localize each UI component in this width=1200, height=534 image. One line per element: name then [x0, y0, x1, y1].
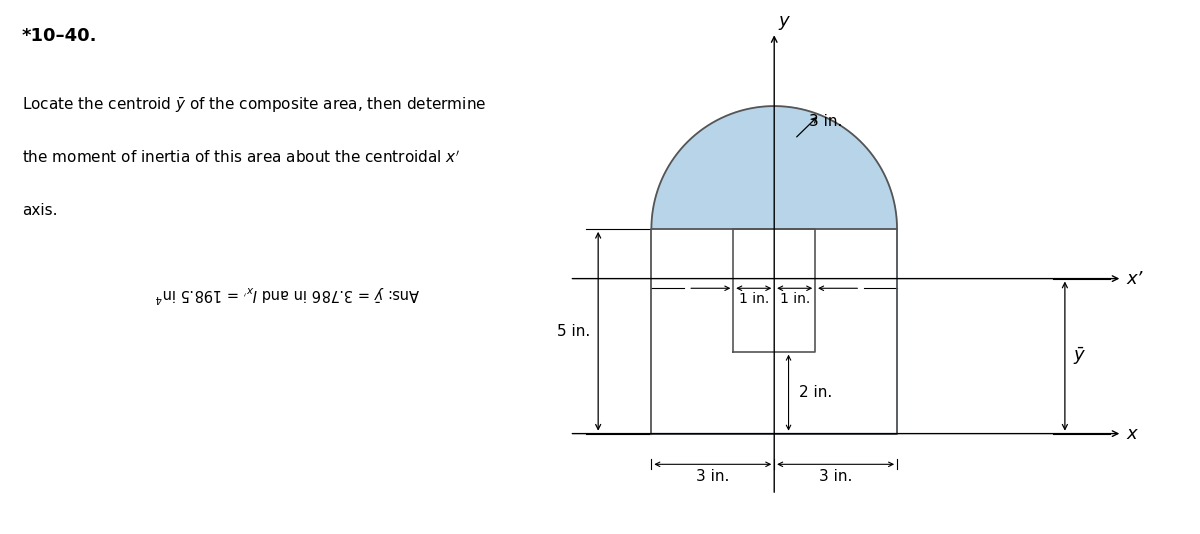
Text: x’: x’	[1127, 270, 1142, 288]
Text: 3 in.: 3 in.	[809, 114, 842, 129]
Text: 1 in.: 1 in.	[739, 292, 769, 305]
Text: 5 in.: 5 in.	[557, 324, 590, 339]
Text: axis.: axis.	[22, 203, 58, 218]
Text: 3 in.: 3 in.	[696, 469, 730, 484]
Text: 3 in.: 3 in.	[818, 469, 852, 484]
Text: $\bar{y}$: $\bar{y}$	[1073, 345, 1086, 367]
Text: Locate the centroid $\bar{y}$ of the composite area, then determine: Locate the centroid $\bar{y}$ of the com…	[22, 96, 486, 115]
Text: 2 in.: 2 in.	[799, 385, 832, 400]
Text: x: x	[1127, 425, 1136, 443]
Polygon shape	[733, 229, 815, 352]
Text: *10–40.: *10–40.	[22, 27, 97, 45]
Text: 1 in.: 1 in.	[780, 292, 810, 305]
Text: the moment of inertia of this area about the centroidal $x'$: the moment of inertia of this area about…	[22, 150, 461, 166]
Text: Ans: $\bar{y}$ = 3.786 in and $I_{x'}$ = 198.5 in$^4$: Ans: $\bar{y}$ = 3.786 in and $I_{x'}$ =…	[155, 283, 420, 305]
Polygon shape	[652, 106, 898, 434]
Text: y: y	[779, 12, 788, 30]
